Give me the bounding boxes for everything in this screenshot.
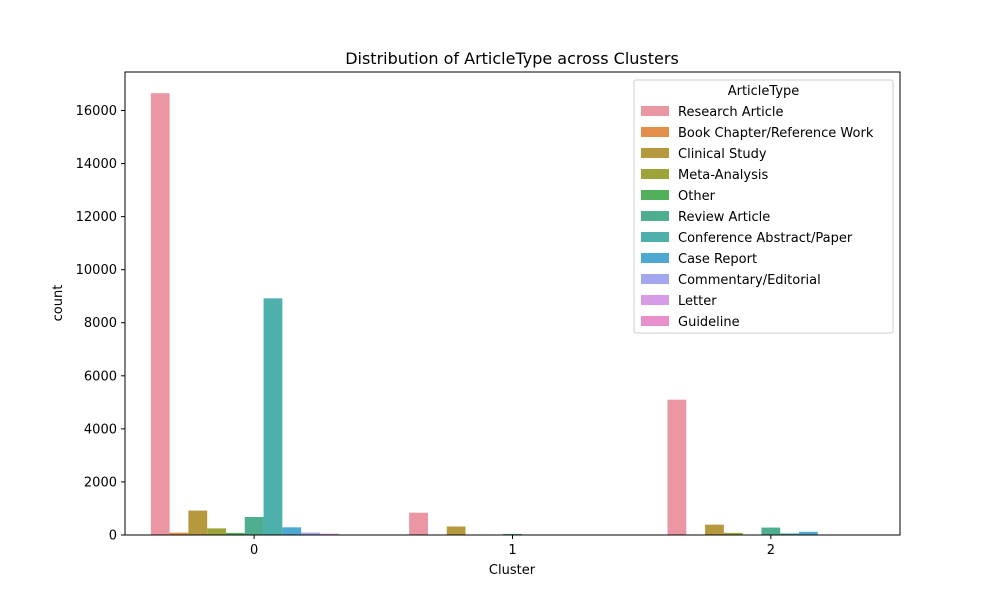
legend-title: ArticleType <box>728 84 800 99</box>
legend-swatch <box>641 127 669 137</box>
legend-label: Research Article <box>678 105 783 120</box>
legend-swatch <box>641 316 669 326</box>
y-axis-ticks: 0 2000 4000 6000 8000 10000 12000 14000 16000 <box>76 104 125 544</box>
bar <box>301 532 320 535</box>
y-tick-label: 2000 <box>84 475 117 490</box>
legend-swatch <box>641 106 669 116</box>
bar <box>319 533 339 535</box>
bar <box>705 524 724 535</box>
legend-swatch <box>641 232 669 242</box>
y-tick-label: 8000 <box>84 316 117 331</box>
legend-swatch <box>641 274 669 284</box>
legend-label: Case Report <box>678 252 757 267</box>
bar <box>780 533 800 535</box>
y-tick-label: 6000 <box>84 369 117 384</box>
y-tick-label: 0 <box>109 529 117 544</box>
bar <box>225 532 245 535</box>
legend-swatch <box>641 148 669 158</box>
bar <box>244 516 264 535</box>
x-axis-ticks: 0 1 2 <box>250 535 775 558</box>
legend-label: Conference Abstract/Paper <box>678 231 853 246</box>
legend-label: Letter <box>678 294 717 309</box>
bar <box>207 528 226 535</box>
legend: ArticleType Research Article Book Chapter… <box>633 79 894 334</box>
legend-swatch <box>641 295 669 305</box>
x-tick-label: 1 <box>508 543 516 558</box>
bar <box>188 510 208 535</box>
y-tick-label: 12000 <box>76 210 117 225</box>
bar <box>150 93 170 535</box>
bar <box>169 532 189 535</box>
bars-group <box>150 93 837 535</box>
chart-title: Distribution of ArticleType across Clust… <box>345 49 679 68</box>
legend-label: Guideline <box>678 315 740 330</box>
y-tick-label: 14000 <box>76 157 117 172</box>
bar <box>503 533 522 535</box>
legend-label: Review Article <box>678 210 770 225</box>
legend-label: Other <box>678 189 716 204</box>
bar <box>263 298 283 535</box>
bar <box>282 527 302 535</box>
y-axis-label: count <box>51 285 66 322</box>
legend-swatch <box>641 253 669 263</box>
plot-frame <box>124 71 901 536</box>
legend-box <box>633 79 894 334</box>
legend-swatch <box>641 190 669 200</box>
bar <box>723 532 743 535</box>
bar <box>761 527 781 535</box>
legend-label: Book Chapter/Reference Work <box>678 126 874 141</box>
y-tick-label: 4000 <box>84 422 117 437</box>
bar <box>409 512 428 535</box>
legend-swatch <box>641 169 669 179</box>
y-tick-label: 10000 <box>76 263 117 278</box>
bar <box>799 531 818 535</box>
y-tick-label: 16000 <box>76 104 117 119</box>
x-tick-label: 0 <box>250 543 258 558</box>
legend-label: Meta-Analysis <box>678 168 768 183</box>
x-tick-label: 2 <box>767 543 775 558</box>
legend-swatch <box>641 211 669 221</box>
bar <box>446 526 466 535</box>
bar <box>667 399 687 535</box>
legend-label: Commentary/Editorial <box>678 273 821 288</box>
legend-label: Clinical Study <box>678 147 767 162</box>
x-axis-label: Cluster <box>489 563 536 578</box>
